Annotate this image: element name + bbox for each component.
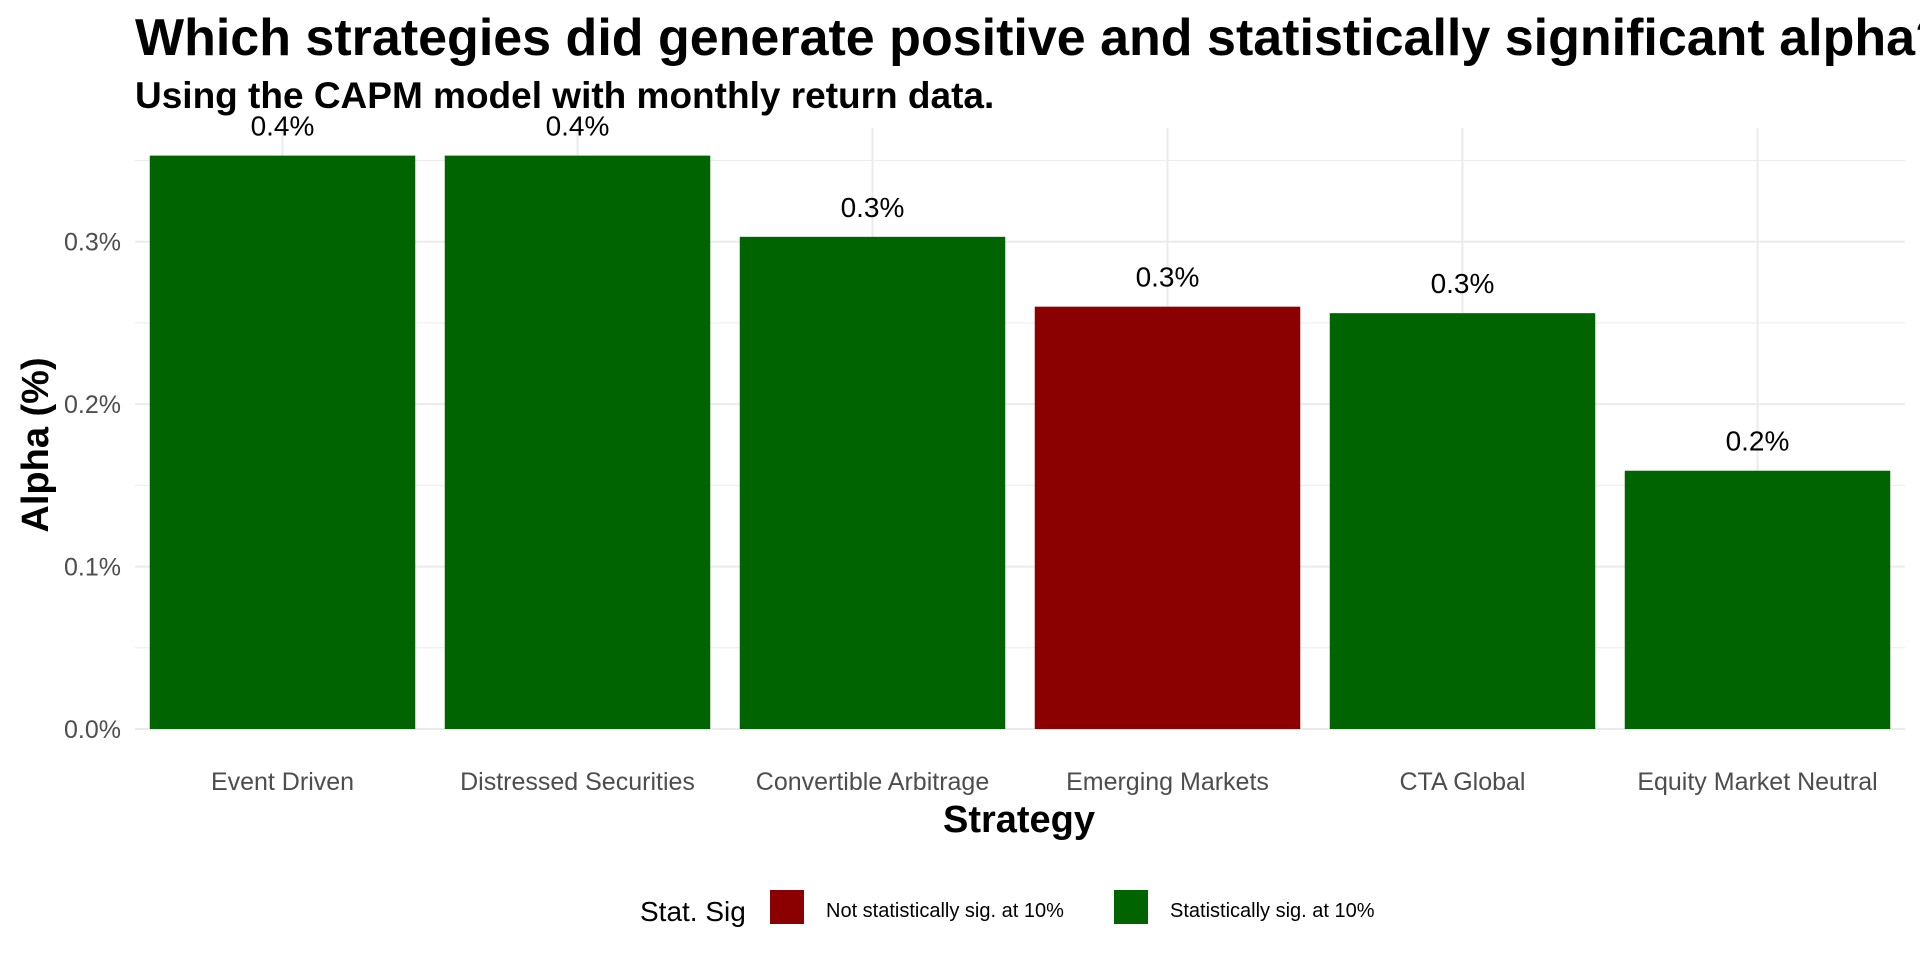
chart-title: Which strategies did generate positive a…	[135, 9, 1920, 67]
legend-label: Statistically sig. at 10%	[1170, 900, 1375, 922]
bar-value-label: 0.3%	[1136, 262, 1200, 293]
x-axis-ticks: Event Driven Distressed Securities Convert…	[211, 768, 1878, 796]
bar	[739, 236, 1006, 730]
y-tick-label: 0.2%	[64, 391, 121, 419]
bar	[444, 155, 711, 729]
bar-value-label: 0.3%	[1431, 268, 1495, 299]
bar-value-label: 0.4%	[546, 111, 610, 142]
y-tick-label: 0.0%	[64, 716, 121, 744]
bar-labels: 0.4% 0.4% 0.3% 0.3% 0.3% 0.2%	[251, 111, 1790, 457]
legend-key	[770, 890, 804, 924]
y-tick-label: 0.1%	[64, 554, 121, 582]
x-tick-label: Emerging Markets	[1066, 768, 1269, 796]
y-axis-ticks: 0.0% 0.1% 0.2% 0.3%	[64, 229, 121, 744]
y-axis-title: Alpha (%)	[15, 357, 57, 532]
x-axis-title: Strategy	[943, 799, 1095, 841]
legend: Stat. Sig Not statistically sig. at 10% S…	[640, 890, 1375, 927]
bar	[1624, 470, 1891, 729]
legend-key	[1114, 890, 1148, 924]
bars	[149, 155, 1891, 730]
bar	[1034, 306, 1301, 729]
x-tick-label: Distressed Securities	[460, 768, 695, 796]
x-tick-label: CTA Global	[1400, 768, 1526, 796]
x-tick-label: Convertible Arbitrage	[756, 768, 989, 796]
bar-value-label: 0.4%	[251, 111, 315, 142]
bar-value-label: 0.2%	[1726, 426, 1790, 457]
bar-value-label: 0.3%	[841, 192, 905, 223]
x-tick-label: Equity Market Neutral	[1637, 768, 1877, 796]
legend-title: Stat. Sig	[640, 896, 746, 927]
x-tick-label: Event Driven	[211, 768, 354, 796]
y-tick-label: 0.3%	[64, 229, 121, 257]
legend-label: Not statistically sig. at 10%	[826, 900, 1064, 922]
chart-subtitle: Using the CAPM model with monthly return…	[135, 75, 995, 116]
bar	[1329, 313, 1596, 729]
bar	[149, 155, 416, 729]
